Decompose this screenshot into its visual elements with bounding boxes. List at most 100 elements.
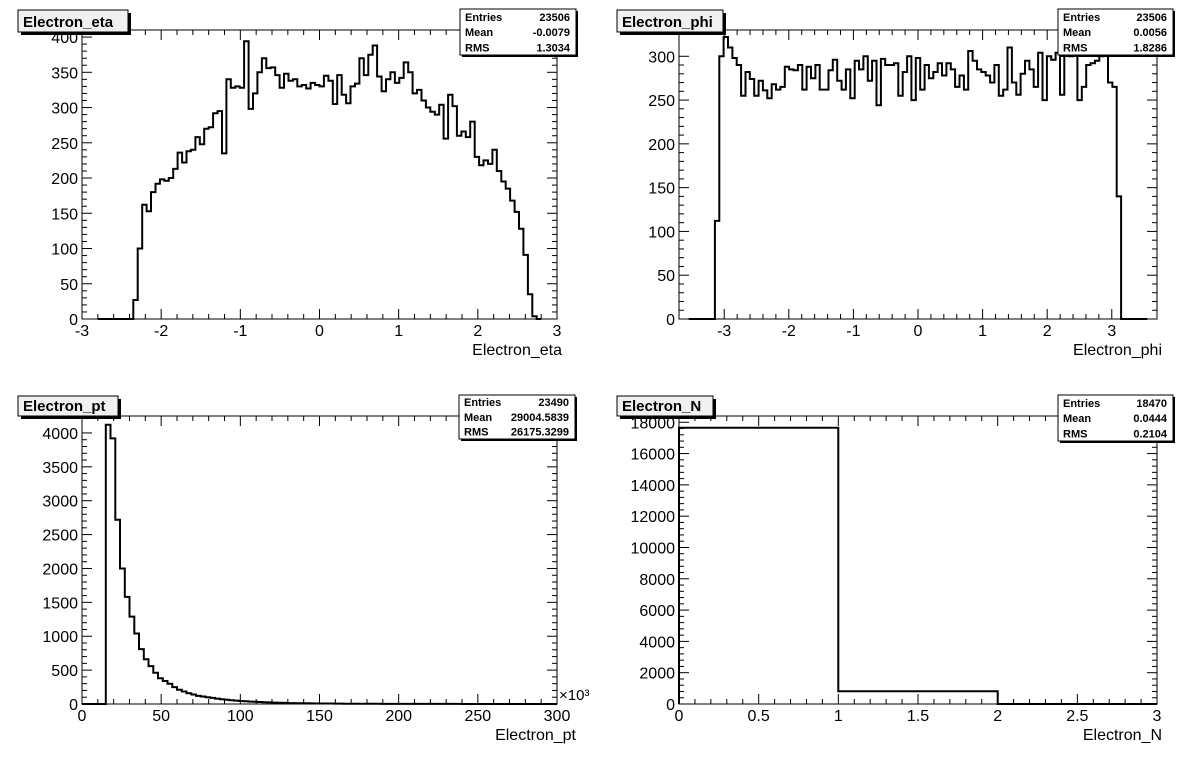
y-tick-label: 250 — [648, 93, 675, 110]
y-tick-label: 4000 — [639, 634, 675, 651]
x-tick-label: 2 — [993, 708, 1002, 725]
stats-value: 18470 — [1136, 398, 1167, 410]
histogram-title: Electron_eta — [23, 14, 114, 31]
y-tick-label: 2000 — [42, 561, 78, 578]
y-tick-label: 300 — [648, 49, 675, 66]
stats-value: 0.2104 — [1133, 429, 1168, 441]
histogram-pad-Electron_pt: 0 50 100 150 200 250 3000500100015002000250030… — [17, 394, 589, 744]
histogram-line — [688, 36, 1148, 320]
y-tick-label: 18000 — [631, 415, 676, 432]
title-box — [616, 395, 714, 417]
x-tick-label: 2.5 — [1066, 708, 1088, 725]
stats-label: Mean — [1063, 413, 1091, 425]
plot-frame — [81, 29, 558, 320]
x-tick-label: -1 — [233, 323, 247, 340]
y-tick-label: 50 — [60, 277, 78, 294]
stats-label: RMS — [1063, 429, 1087, 441]
histogram-title: Electron_N — [622, 398, 701, 415]
histogram-pad-Electron_eta: -3 -2 -1 0 1 2 3050100150200250300350400Electr… — [17, 8, 578, 359]
stats-box — [1057, 394, 1174, 442]
x-tick-label: 0 — [675, 708, 684, 725]
y-tick-label: 12000 — [631, 509, 676, 526]
x-tick-label: 1 — [834, 708, 843, 725]
y-tick-label: 10000 — [631, 540, 676, 557]
y-tick-label: 0 — [666, 312, 675, 329]
y-tick-label: 1500 — [42, 595, 78, 612]
x-tick-label: 0.5 — [748, 708, 770, 725]
x-axis-title: Electron_eta — [472, 342, 562, 359]
title-box — [616, 9, 724, 33]
stats-value: 0.0444 — [1133, 413, 1168, 425]
y-tick-label: 100 — [648, 224, 675, 241]
stats-label: RMS — [464, 427, 488, 439]
plot-frame — [81, 415, 558, 705]
x-tick-label: 100 — [227, 708, 254, 725]
y-tick-label: 2500 — [42, 528, 78, 545]
x-tick-label: 250 — [464, 708, 491, 725]
stats-label: Entries — [1063, 398, 1100, 410]
x-tick-label: 0 — [914, 323, 923, 340]
x-tick-label: 300 — [544, 708, 571, 725]
y-tick-label: 150 — [51, 206, 78, 223]
stats-box — [458, 394, 576, 440]
stats-value: 1.3034 — [536, 43, 571, 55]
y-tick-label: 2000 — [639, 666, 675, 683]
histogram-line — [82, 423, 557, 705]
stats-label: RMS — [465, 43, 489, 55]
x-tick-label: 2 — [473, 323, 482, 340]
stats-label: Mean — [1063, 27, 1091, 39]
x-tick-label: -3 — [75, 323, 89, 340]
x-axis-title: Electron_N — [1083, 727, 1162, 744]
x-tick-label: -2 — [154, 323, 168, 340]
x-tick-label: 1 — [394, 323, 403, 340]
stats-label: Entries — [1063, 12, 1100, 24]
y-tick-label: 350 — [51, 65, 78, 82]
histogram-title: Electron_phi — [622, 14, 713, 31]
title-box — [17, 395, 119, 417]
x-tick-label: 150 — [306, 708, 333, 725]
y-tick-label: 1000 — [42, 629, 78, 646]
title-box — [17, 9, 129, 33]
histogram-pad-Electron_phi: -3 -2 -1 0 1 2 3 0 50 100 150 200 250 300 Electron_phi… — [616, 8, 1175, 359]
x-tick-label: 50 — [152, 708, 170, 725]
x-tick-label: 3 — [1153, 708, 1162, 725]
stats-box — [459, 8, 577, 56]
x-tick-label: 1 — [978, 323, 987, 340]
x-tick-label: 3 — [553, 323, 562, 340]
x-axis-title: Electron_pt — [495, 727, 576, 744]
stats-label: Mean — [465, 27, 493, 39]
stats-label: Entries — [465, 12, 502, 24]
histogram-pad-Electron_N: 0 0.5 1 1.5 2 2.5 3 0 2000 4000 6000 8000 10000 12000… — [616, 394, 1175, 744]
x-tick-label: -2 — [782, 323, 796, 340]
y-tick-label: 8000 — [639, 572, 675, 589]
y-tick-label: 250 — [51, 136, 78, 153]
y-tick-label: 100 — [51, 242, 78, 259]
x-axis-multiplier: ×10³ — [559, 687, 589, 704]
stats-label: Entries — [464, 397, 501, 409]
y-tick-label: 200 — [51, 171, 78, 188]
plot-frame — [678, 415, 1158, 705]
stats-value: -0.0079 — [533, 27, 570, 39]
y-tick-label: 200 — [648, 137, 675, 154]
stats-box — [1057, 8, 1174, 56]
stats-value: 29004.5839 — [511, 412, 569, 424]
y-tick-label: 0 — [666, 697, 675, 714]
y-tick-label: 50 — [657, 268, 675, 285]
y-tick-label: 14000 — [631, 478, 676, 495]
stats-value: 23506 — [539, 12, 570, 24]
histogram-title: Electron_pt — [23, 398, 106, 415]
y-tick-label: 3500 — [42, 460, 78, 477]
x-tick-label: 0 — [315, 323, 324, 340]
x-tick-label: -1 — [846, 323, 860, 340]
y-tick-label: 3000 — [42, 494, 78, 511]
y-tick-label: 300 — [51, 101, 78, 118]
stats-label: Mean — [464, 412, 492, 424]
y-tick-label: 4000 — [42, 426, 78, 443]
histogram-line — [97, 40, 542, 320]
x-tick-label: 3 — [1107, 323, 1116, 340]
y-tick-label: 150 — [648, 181, 675, 198]
y-tick-label: 6000 — [639, 603, 675, 620]
x-axis-title: Electron_phi — [1073, 342, 1162, 359]
y-tick-label: 0 — [69, 312, 78, 329]
histogram-line — [678, 426, 1157, 705]
